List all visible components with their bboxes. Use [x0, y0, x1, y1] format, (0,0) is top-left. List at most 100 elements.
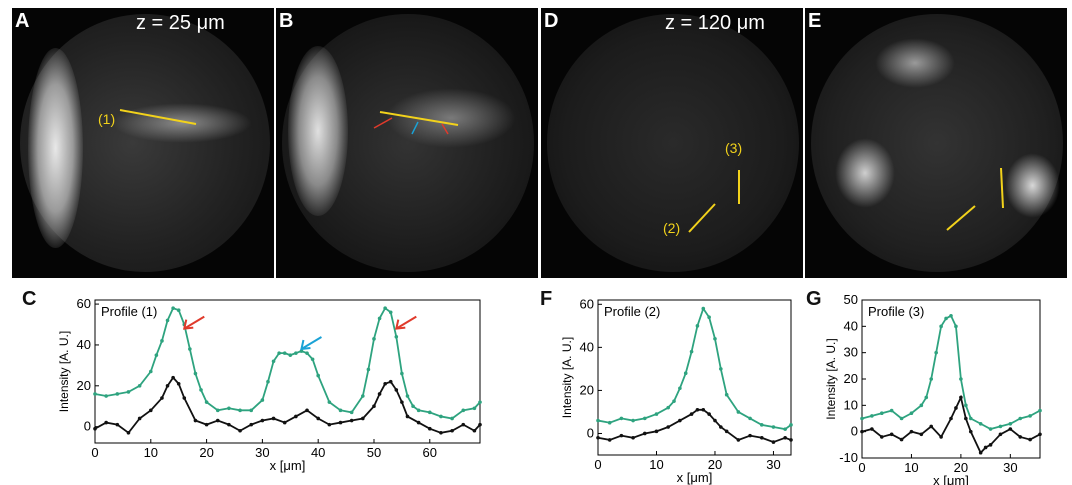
data-point [1008, 427, 1013, 431]
data-point [249, 422, 254, 427]
plot-title: Profile (3) [868, 304, 924, 319]
x-axis-label: x [μm] [677, 470, 713, 485]
data-point [959, 395, 963, 400]
microscopy-panel-a: A z = 25 μm (1) [12, 8, 274, 278]
red-arrow-icon [373, 117, 393, 129]
data-point [478, 422, 482, 427]
data-point [968, 429, 973, 434]
x-tick-label: 20 [954, 460, 968, 475]
bright-vessel-b [288, 46, 348, 216]
data-point [929, 424, 934, 429]
x-tick-label: 20 [708, 457, 722, 472]
annotation-arrow-icon [300, 336, 322, 350]
data-point [909, 411, 914, 416]
data-point [870, 427, 874, 431]
data-point [1018, 416, 1023, 421]
data-point [879, 411, 884, 416]
panel-label-g: G [806, 288, 822, 310]
data-point [619, 433, 624, 438]
y-tick-label: -10 [839, 450, 858, 465]
data-point [619, 416, 624, 421]
data-point [666, 405, 670, 410]
data-point [327, 422, 332, 427]
data-point [327, 400, 332, 404]
data-point [771, 425, 776, 429]
data-point [199, 388, 203, 392]
profile-marker-1: (1) [98, 111, 116, 127]
x-tick-label: 0 [594, 457, 601, 472]
chart-profile-1: 0 10 20 30 40 50 60 0 20 40 60 x [μm] Intensity [A. … [57, 296, 482, 473]
data-point [988, 427, 993, 431]
x-tick-label: 10 [649, 457, 663, 472]
data-point [126, 390, 131, 394]
data-point [294, 414, 298, 419]
data-point [266, 379, 270, 384]
data-point [748, 433, 752, 438]
bright-spot-e3 [875, 38, 955, 88]
profile-line-3e [1000, 167, 1004, 209]
bright-vessel-a [28, 48, 83, 248]
data-point [388, 379, 393, 384]
overlay-d [688, 170, 740, 233]
x-axis-label: x [μm] [270, 458, 306, 473]
panel-label-d: D [544, 10, 559, 32]
data-point [400, 371, 404, 376]
microscopy-panel-e: E [805, 8, 1067, 278]
data-point [383, 306, 387, 310]
y-tick-label: 20 [77, 378, 91, 393]
plot-frame [94, 299, 481, 444]
panel-label-b: B [279, 10, 294, 32]
data-point [148, 408, 153, 413]
data-point [944, 316, 948, 321]
y-tick-label: 20 [580, 382, 594, 397]
data-point [288, 353, 293, 357]
data-point [193, 418, 198, 423]
data-point [450, 428, 454, 433]
data-point [789, 423, 793, 427]
data-point [1008, 421, 1013, 426]
data-point [271, 359, 276, 364]
annotation-arrow-icon [395, 315, 417, 330]
x-tick-label: 30 [766, 457, 780, 472]
data-point [260, 418, 265, 423]
data-point [227, 422, 231, 427]
scope-field-d [547, 14, 799, 272]
data-point [338, 408, 343, 413]
data-point [377, 316, 382, 321]
data-point [137, 384, 142, 388]
data-point [238, 408, 242, 413]
data-point [361, 394, 365, 398]
data-point [607, 420, 612, 425]
data-point [968, 416, 973, 421]
x-tick-label: 30 [255, 445, 269, 460]
data-point [919, 432, 924, 437]
data-point [988, 443, 993, 447]
x-axis-label: x [μm] [933, 473, 969, 485]
y-tick-label: 0 [851, 424, 858, 439]
data-point [683, 371, 688, 375]
x-tick-label: 30 [1003, 460, 1017, 475]
data-point [472, 406, 477, 411]
data-point [939, 435, 943, 439]
data-point [400, 400, 404, 404]
data-point [282, 420, 287, 425]
data-point [204, 422, 209, 427]
y-axis-label: Intensity [A. U.] [560, 337, 574, 418]
y-tick-label: 40 [77, 337, 91, 352]
data-point [461, 408, 466, 413]
data-point [148, 369, 153, 374]
data-point [372, 337, 376, 341]
data-point [305, 351, 309, 355]
annotation-arrowhead-icon [300, 339, 311, 351]
y-tick-label: 0 [587, 425, 594, 440]
data-point [366, 367, 371, 372]
series-line-1 [861, 394, 1041, 455]
annotation-arrow-icon [183, 315, 205, 330]
data-point [678, 386, 682, 391]
data-point [707, 412, 711, 416]
data-point [719, 425, 723, 429]
data-point [949, 416, 953, 421]
data-point [171, 375, 175, 380]
x-tick-label: 50 [367, 445, 381, 460]
data-point [450, 416, 454, 421]
